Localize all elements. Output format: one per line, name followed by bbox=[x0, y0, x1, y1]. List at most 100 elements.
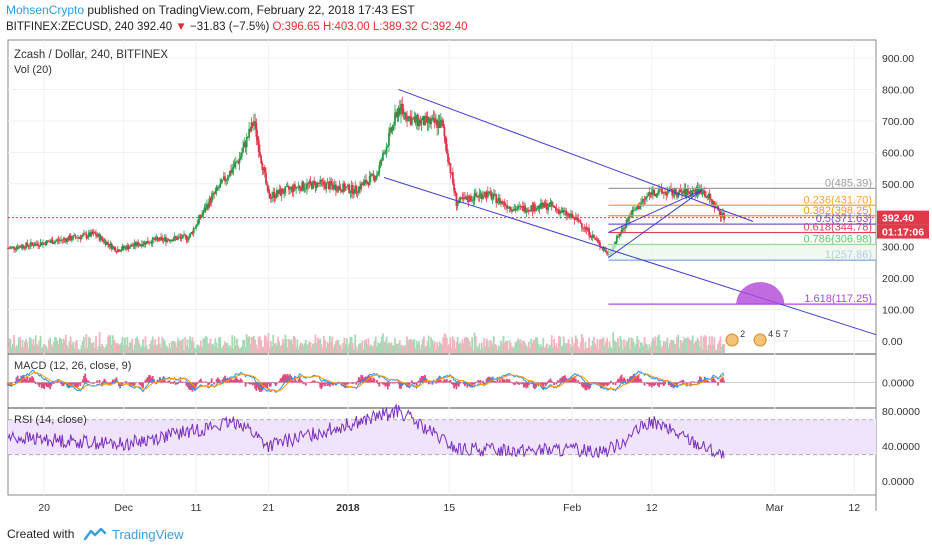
volume-bar bbox=[189, 336, 191, 353]
volume-bar bbox=[681, 343, 683, 353]
volume-bar bbox=[456, 337, 459, 353]
volume-bar bbox=[171, 341, 173, 353]
author-name[interactable]: MohsenCrypto bbox=[6, 3, 85, 17]
main-chart-title: Zcash / Dollar, 240, BITFINEX bbox=[14, 49, 168, 61]
fib-label: 0.5(371.63) bbox=[816, 213, 872, 225]
volume-bar bbox=[421, 339, 424, 353]
candle-body bbox=[377, 172, 380, 176]
candle-body bbox=[401, 104, 404, 109]
volume-bar bbox=[297, 349, 300, 353]
macd-histogram-bar bbox=[656, 382, 659, 386]
volume-bar bbox=[325, 347, 328, 353]
volume-bar bbox=[526, 347, 529, 353]
volume-bar bbox=[14, 348, 17, 353]
volume-bar bbox=[150, 340, 153, 353]
macd-histogram-bar bbox=[111, 379, 114, 383]
volume-bar bbox=[520, 343, 523, 353]
macd-histogram-bar bbox=[195, 382, 197, 387]
candle-body bbox=[689, 190, 692, 194]
candle-body bbox=[615, 236, 618, 243]
volume-bar bbox=[618, 346, 621, 353]
macd-histogram-bar bbox=[502, 379, 505, 383]
candle-body bbox=[512, 210, 515, 212]
volume-bar bbox=[111, 335, 114, 353]
candle-body bbox=[407, 116, 410, 121]
volume-bar bbox=[248, 336, 251, 353]
candle-body bbox=[151, 237, 154, 244]
candle-body bbox=[120, 249, 123, 252]
macd-histogram-bar bbox=[699, 376, 701, 383]
volume-bar bbox=[459, 342, 461, 353]
chart-canvas[interactable]: 20 Dec 11 21 2018 15 Feb 12 Mar 12900.00800.00700… bbox=[0, 38, 932, 516]
candle-body bbox=[326, 182, 329, 184]
macd-histogram-bar bbox=[690, 381, 693, 383]
volume-bar bbox=[46, 348, 49, 353]
macd-histogram-bar bbox=[532, 382, 535, 388]
macd-histogram-bar bbox=[177, 382, 179, 385]
candle-body bbox=[423, 116, 425, 126]
volume-bar bbox=[355, 346, 358, 353]
tradingview-brand[interactable]: TradingView bbox=[112, 527, 184, 542]
candle-body bbox=[644, 197, 647, 200]
candle-body bbox=[514, 208, 517, 211]
candle-body bbox=[507, 207, 510, 209]
candle-body bbox=[42, 242, 44, 245]
volume-bar bbox=[146, 349, 149, 353]
candle-body bbox=[313, 181, 316, 182]
volume-bar bbox=[173, 341, 176, 353]
candle-body bbox=[583, 228, 586, 229]
candle-body bbox=[369, 173, 372, 177]
macd-histogram-bar bbox=[617, 378, 619, 383]
macd-histogram-bar bbox=[539, 382, 542, 386]
volume-bar bbox=[561, 345, 564, 353]
candle-body bbox=[524, 205, 527, 212]
volume-bar bbox=[368, 345, 371, 353]
macd-histogram-bar bbox=[163, 379, 166, 383]
macd-histogram-bar bbox=[119, 382, 122, 389]
volume-bar bbox=[596, 338, 599, 353]
volume-bar bbox=[326, 341, 329, 353]
macd-histogram-bar bbox=[83, 376, 85, 383]
volume-bar bbox=[503, 342, 506, 353]
volume-bar bbox=[259, 336, 261, 353]
rsi-y-tick: 40.0000 bbox=[882, 441, 920, 453]
volume-bar bbox=[347, 347, 349, 353]
candle-body bbox=[699, 188, 701, 190]
volume-bar bbox=[400, 344, 402, 353]
macd-histogram-bar bbox=[309, 382, 312, 384]
candle-body bbox=[696, 187, 699, 195]
candle-body bbox=[343, 183, 346, 191]
volume-bar bbox=[504, 341, 507, 353]
candle-body bbox=[548, 203, 551, 207]
candle-body bbox=[603, 249, 606, 251]
macd-histogram-bar bbox=[599, 382, 601, 386]
volume-bar bbox=[706, 349, 709, 353]
volume-bar bbox=[149, 343, 152, 353]
volume-bar bbox=[374, 336, 377, 353]
macd-histogram-bar bbox=[661, 382, 664, 385]
candle-body bbox=[290, 186, 293, 189]
volume-bar bbox=[468, 341, 471, 353]
candle-body bbox=[50, 240, 53, 242]
x-tick-label: 15 bbox=[443, 502, 455, 514]
candle-body bbox=[155, 237, 158, 241]
macd-histogram-bar bbox=[308, 382, 311, 384]
macd-histogram-bar bbox=[652, 382, 654, 386]
candle-body bbox=[441, 119, 443, 121]
volume-bar bbox=[578, 348, 581, 353]
macd-histogram-bar bbox=[691, 381, 694, 383]
volume-bar bbox=[220, 348, 223, 353]
volume-bar bbox=[294, 336, 296, 353]
macd-histogram-bar bbox=[605, 382, 607, 385]
candle-body bbox=[373, 175, 376, 181]
volume-bar bbox=[391, 344, 394, 353]
volume-bar bbox=[495, 345, 498, 353]
candle-body bbox=[115, 251, 118, 253]
candle-body bbox=[543, 202, 546, 208]
y-tick-label: 600.00 bbox=[882, 147, 914, 159]
candle-body bbox=[488, 191, 490, 193]
macd-histogram-bar bbox=[209, 381, 212, 383]
candle-body bbox=[594, 237, 597, 240]
macd-histogram-bar bbox=[134, 382, 137, 384]
candle-body bbox=[77, 237, 79, 239]
